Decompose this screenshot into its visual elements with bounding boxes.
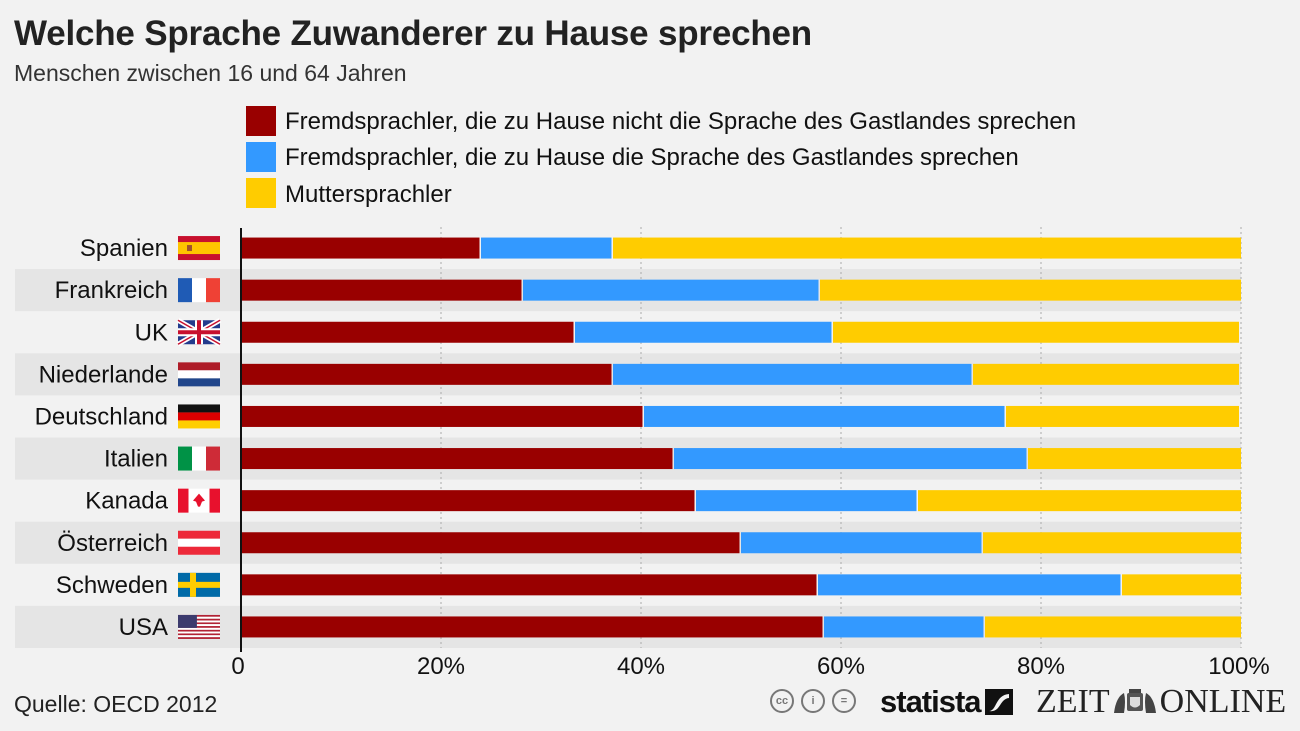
legend-swatch-yellow	[246, 178, 276, 208]
bar-segment-host	[523, 279, 819, 301]
bar-segment-host	[644, 405, 1005, 427]
x-tick-label: 40%	[617, 653, 665, 680]
category-label: Italien	[104, 446, 168, 473]
no-derivatives-icon: =	[832, 689, 856, 713]
legend-swatch-red	[246, 106, 276, 136]
zeit-online-logo: ZEIT ONLINE	[1036, 683, 1286, 721]
bar-segment-host	[696, 490, 917, 512]
legend-label: Fremdsprachler, die zu Hause die Sprache…	[285, 144, 1019, 171]
category-label: UK	[135, 319, 168, 346]
bar-segment-native	[613, 237, 1241, 259]
fr-flag-icon	[178, 278, 220, 303]
bar-segment-not-host	[241, 532, 740, 554]
x-tick-label: 60%	[817, 653, 865, 680]
x-tick-label: 0	[231, 653, 244, 680]
cc-icon: cc	[770, 689, 794, 713]
bar-segment-native	[820, 279, 1241, 301]
es-flag-icon	[178, 236, 220, 261]
ca-flag-icon	[178, 488, 220, 513]
bar-segment-not-host	[241, 490, 695, 512]
category-label: Kanada	[85, 488, 168, 515]
x-tick-label: 100%	[1208, 653, 1269, 680]
bar-segment-native	[985, 616, 1241, 638]
chart-subtitle: Menschen zwischen 16 und 64 Jahren	[14, 60, 407, 86]
us-flag-icon	[178, 614, 220, 639]
statista-logo: statista	[880, 684, 982, 719]
online-wordmark: ONLINE	[1159, 683, 1287, 720]
bar-segment-not-host	[241, 363, 612, 385]
bar-segment-not-host	[241, 237, 480, 259]
zeit-wordmark: ZEIT	[1036, 683, 1110, 720]
chart-title: Welche Sprache Zuwanderer zu Hause sprec…	[14, 14, 812, 53]
uk-flag-icon	[176, 318, 222, 347]
bar-segment-host	[481, 237, 612, 259]
legend-label: Muttersprachler	[285, 181, 452, 208]
bar-segment-host	[741, 532, 982, 554]
bar-segment-host	[818, 574, 1121, 596]
bar-segment-host	[824, 616, 984, 638]
category-label: Schweden	[56, 572, 168, 599]
legend-label: Fremdsprachler, die zu Hause nicht die S…	[285, 108, 1077, 135]
bar-segment-not-host	[241, 405, 643, 427]
category-label: Deutschland	[35, 403, 168, 430]
category-label: Niederlande	[39, 361, 168, 388]
bar-segment-native	[918, 490, 1241, 512]
crest-icon	[1113, 689, 1156, 713]
legend-swatch-blue	[246, 142, 276, 172]
bar-segment-host	[674, 448, 1027, 470]
at-flag-icon	[178, 530, 220, 555]
bar-segment-not-host	[241, 448, 673, 470]
x-tick-label: 80%	[1017, 653, 1065, 680]
nl-flag-icon	[178, 362, 220, 387]
bar-segment-native	[1122, 574, 1241, 596]
statista-mark-icon	[985, 689, 1013, 715]
bar-segment-not-host	[241, 321, 574, 343]
category-label: Frankreich	[55, 277, 168, 304]
attribution-icon: i	[801, 689, 825, 713]
it-flag-icon	[178, 446, 220, 471]
bar-segment-not-host	[241, 616, 823, 638]
bar-segment-not-host	[241, 279, 522, 301]
bar-segment-native	[973, 363, 1239, 385]
category-label: Spanien	[80, 235, 168, 262]
bar-segment-native	[833, 321, 1239, 343]
bar-segment-host	[575, 321, 832, 343]
category-label: Österreich	[57, 530, 168, 557]
bar-segment-native	[983, 532, 1241, 554]
bar-segment-native	[1006, 405, 1239, 427]
de-flag-icon	[178, 404, 220, 429]
bar-segment-not-host	[241, 574, 817, 596]
bar-segment-host	[613, 363, 972, 385]
category-label: USA	[119, 614, 168, 641]
x-tick-label: 20%	[417, 653, 465, 680]
source-note: Quelle: OECD 2012	[14, 691, 218, 717]
bar-segment-native	[1028, 448, 1241, 470]
se-flag-icon	[178, 572, 220, 597]
